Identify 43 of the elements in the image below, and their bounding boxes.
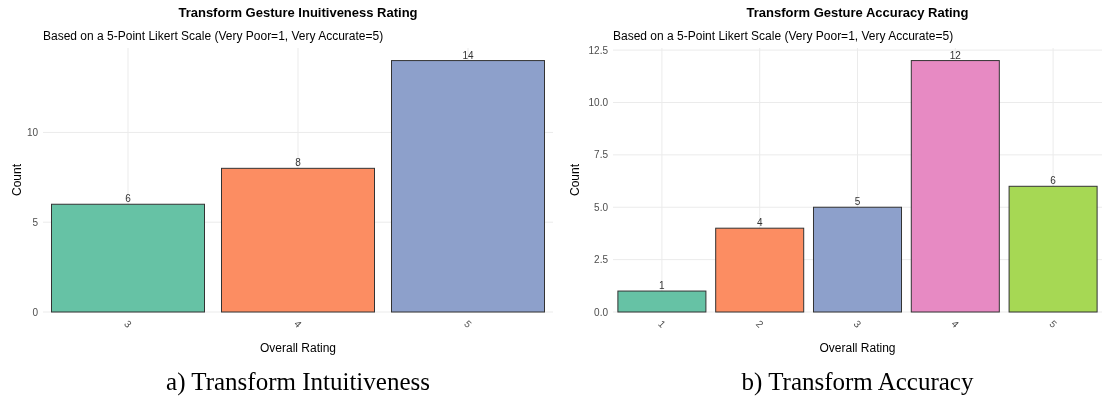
bar [812, 206, 903, 313]
data-label: 1 [659, 280, 666, 292]
chart-title: Transform Gesture Accuracy Rating [746, 5, 969, 20]
x-tick-label: 3 [851, 318, 864, 331]
chart-title: Transform Gesture Inuitiveness Rating [178, 5, 418, 20]
y-axis-title: Count [10, 163, 24, 197]
y-tick-label: 5 [32, 216, 39, 228]
x-tick-label: 1 [656, 318, 669, 331]
x-axis-title: Overall Rating [259, 341, 337, 355]
bar [910, 60, 1000, 313]
y-tick-label: 5.0 [594, 201, 609, 213]
x-tick-label: 4 [292, 318, 305, 331]
x-tick-label: 5 [1047, 318, 1060, 331]
bar [391, 60, 545, 313]
y-tick-label: 12.5 [588, 44, 609, 56]
x-tick-label: 3 [122, 318, 135, 331]
data-label: 14 [462, 49, 474, 61]
y-tick-label: 0.0 [594, 306, 609, 318]
data-label: 5 [854, 196, 861, 208]
text: a) Transform Intuitiveness [166, 368, 430, 396]
bar [715, 227, 805, 313]
x-axis-title: Overall Rating [819, 341, 896, 355]
x-tick-label: 5 [462, 318, 475, 331]
y-tick-label: 2.5 [594, 254, 609, 266]
bar [617, 290, 707, 313]
chart-subtitle: Based on a 5-Point Likert Scale (Very Poor=1, Very Accurate=5) [43, 29, 384, 43]
y-axis-title: Count [568, 163, 582, 197]
y-tick-label: 10.0 [588, 96, 609, 108]
data-label: 12 [949, 49, 962, 61]
bar [1008, 185, 1098, 313]
x-tick-label: 4 [949, 318, 962, 331]
data-label: 6 [125, 193, 132, 205]
text: b) Transform Accuracy [741, 368, 974, 396]
y-tick-label: 10 [26, 126, 39, 138]
x-tick-label: 2 [753, 318, 766, 331]
bar [221, 167, 375, 313]
y-tick-label: 0 [32, 306, 39, 318]
data-label: 8 [295, 157, 302, 169]
data-label: 6 [1050, 175, 1057, 187]
bar [51, 203, 205, 313]
data-label: 4 [756, 217, 763, 229]
chart-subtitle: Based on a 5-Point Likert Scale (Very Poor=1, Very Accurate=5) [613, 29, 954, 43]
y-tick-label: 7.5 [594, 149, 609, 161]
